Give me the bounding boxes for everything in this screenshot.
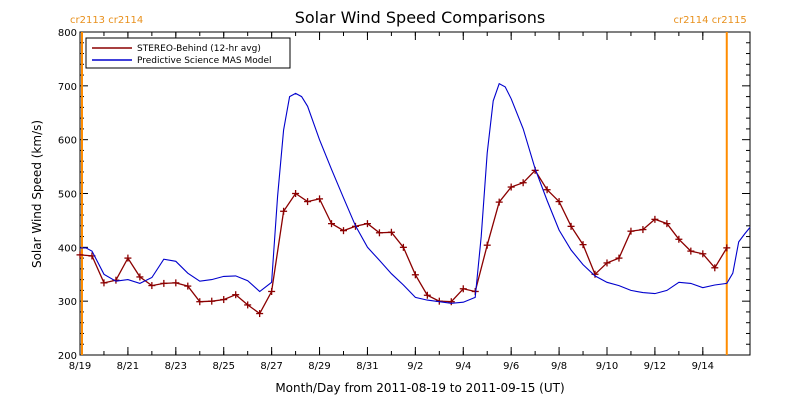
legend: STEREO-Behind (12-hr avg) Predictive Scie… xyxy=(85,37,291,69)
data-point-marker xyxy=(76,251,84,259)
data-point-marker xyxy=(567,222,575,230)
x-tick-label: 9/6 xyxy=(503,361,519,372)
x-tick-label: 9/14 xyxy=(692,361,714,372)
data-point-marker xyxy=(615,254,623,262)
carrington-marker-label: cr2113 cr2114 xyxy=(70,15,143,26)
data-point-marker xyxy=(423,291,431,299)
data-point-marker xyxy=(387,228,395,236)
data-point-marker xyxy=(136,273,144,281)
data-point-marker xyxy=(579,241,587,249)
data-point-marker xyxy=(196,298,204,306)
x-tick-label: 8/19 xyxy=(69,361,91,372)
data-point-marker xyxy=(304,198,312,206)
x-tick-label: 9/4 xyxy=(455,361,471,372)
y-tick-label: 300 xyxy=(58,297,77,308)
carrington-marker-label: cr2114 cr2115 xyxy=(673,15,746,26)
y-tick-label: 200 xyxy=(58,351,77,362)
x-tick-label: 9/2 xyxy=(407,361,423,372)
legend-label: STEREO-Behind (12-hr avg) xyxy=(137,44,261,54)
data-point-marker xyxy=(268,287,276,295)
data-point-marker xyxy=(244,301,252,309)
data-point-marker xyxy=(447,298,455,306)
data-point-marker xyxy=(399,243,407,251)
data-point-marker xyxy=(675,235,683,243)
x-tick-label: 8/23 xyxy=(165,361,187,372)
data-point-marker xyxy=(663,220,671,228)
data-point-marker xyxy=(100,279,108,287)
series-line-mas-model xyxy=(80,82,751,304)
data-point-marker xyxy=(232,291,240,299)
x-tick-label: 8/21 xyxy=(117,361,139,372)
data-point-marker xyxy=(124,254,132,262)
y-axis-label: Solar Wind Speed (km/s) xyxy=(30,120,44,268)
y-tick-label: 600 xyxy=(58,136,77,147)
data-point-marker xyxy=(543,186,551,194)
data-point-marker xyxy=(184,282,192,290)
data-point-marker xyxy=(172,279,180,287)
y-tick-label: 800 xyxy=(58,28,77,39)
data-point-marker xyxy=(507,183,515,191)
y-tick-label: 700 xyxy=(58,82,77,93)
data-point-marker xyxy=(292,190,300,197)
data-point-marker xyxy=(495,198,503,206)
legend-box xyxy=(85,37,291,69)
data-point-marker xyxy=(328,220,336,228)
data-point-marker xyxy=(148,282,156,290)
legend-label: Predictive Science MAS Model xyxy=(137,56,272,66)
data-point-marker xyxy=(220,296,228,304)
data-point-marker xyxy=(256,310,264,318)
x-axis-label: Month/Day from 2011-08-19 to 2011-09-15 … xyxy=(275,381,564,395)
x-tick-label: 8/31 xyxy=(356,361,378,372)
x-tick-label: 8/25 xyxy=(212,361,234,372)
x-tick-label: 9/12 xyxy=(644,361,666,372)
x-tick-label: 9/10 xyxy=(596,361,618,372)
data-point-marker xyxy=(651,215,659,223)
data-point-marker xyxy=(711,264,719,272)
x-tick-label: 8/27 xyxy=(260,361,282,372)
x-tick-label: 8/29 xyxy=(308,361,330,372)
data-point-marker xyxy=(208,297,216,305)
chart-title: Solar Wind Speed Comparisons xyxy=(295,8,546,27)
data-point-marker xyxy=(280,207,288,215)
data-point-marker xyxy=(160,279,168,287)
data-point-marker xyxy=(316,195,324,203)
data-point-marker xyxy=(603,259,611,267)
data-point-marker xyxy=(459,285,467,293)
x-tick-label: 9/8 xyxy=(551,361,567,372)
data-point-marker xyxy=(627,227,635,235)
y-tick-label: 500 xyxy=(58,190,77,201)
data-point-marker xyxy=(339,227,347,235)
data-point-marker xyxy=(555,198,563,206)
data-point-marker xyxy=(723,244,731,252)
data-point-marker xyxy=(375,229,383,237)
series-line-stereo-behind xyxy=(79,169,728,315)
y-tick-label: 400 xyxy=(58,243,77,254)
data-point-marker xyxy=(639,226,647,234)
data-point-marker xyxy=(519,179,527,187)
data-point-marker xyxy=(411,271,419,279)
plot-frame xyxy=(79,31,751,356)
data-point-marker xyxy=(687,247,695,255)
data-point-marker xyxy=(363,220,371,228)
data-point-marker xyxy=(483,241,491,249)
data-point-marker xyxy=(699,250,707,258)
